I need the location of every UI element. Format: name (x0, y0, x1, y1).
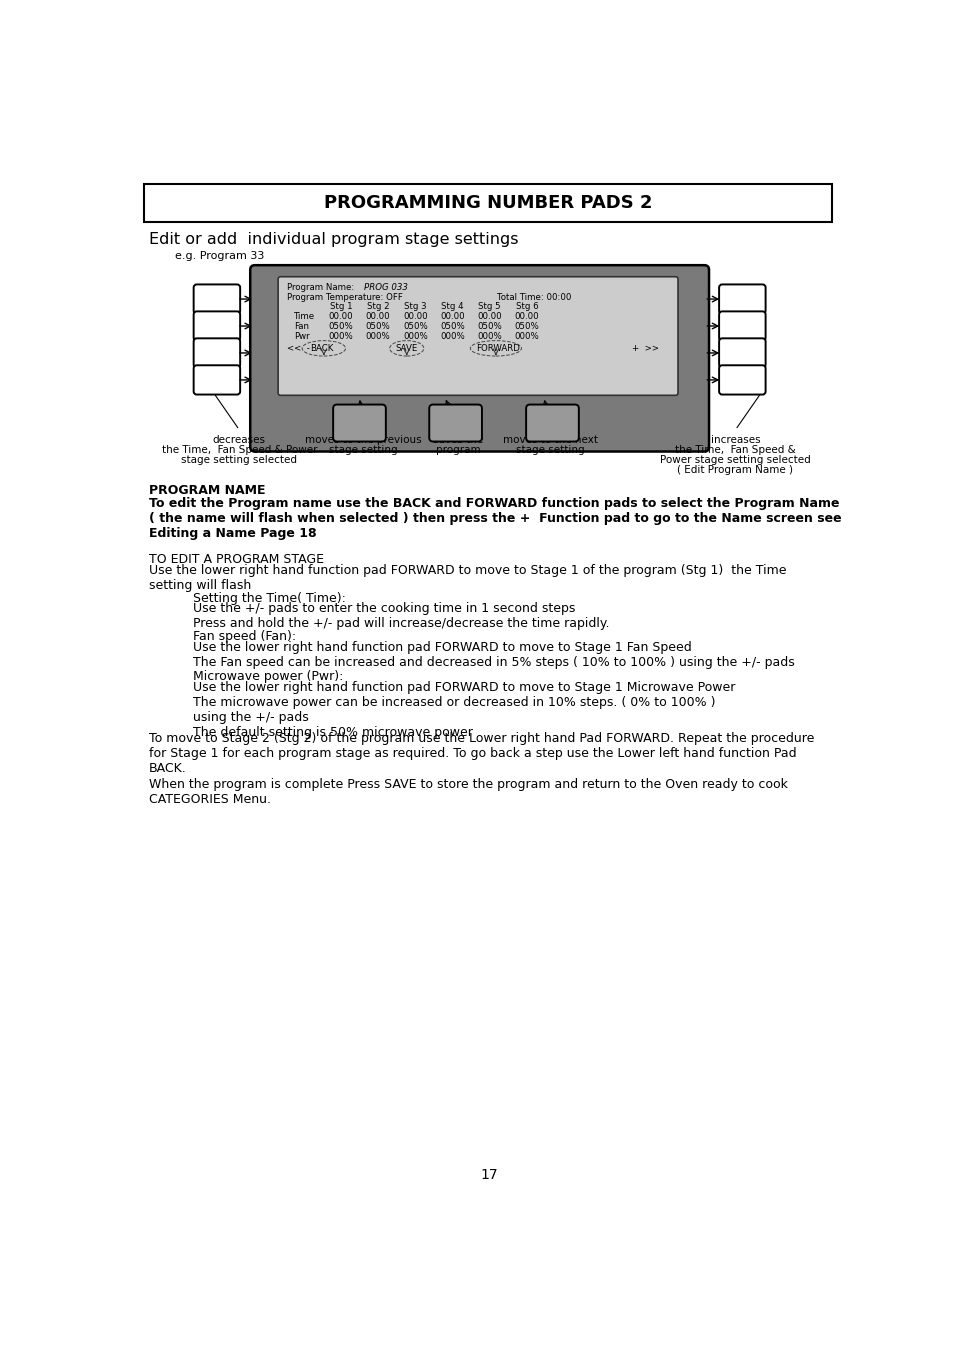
Text: TO EDIT A PROGRAM STAGE: TO EDIT A PROGRAM STAGE (149, 554, 323, 566)
Text: decreases: decreases (213, 435, 266, 446)
Text: 00.00: 00.00 (514, 312, 538, 321)
Text: Microwave power (Pwr):: Microwave power (Pwr): (193, 670, 343, 683)
FancyBboxPatch shape (193, 366, 240, 394)
FancyBboxPatch shape (719, 285, 765, 313)
Text: Use the lower right hand function pad FORWARD to move to Stage 1 of the program : Use the lower right hand function pad FO… (149, 564, 785, 591)
Text: ( Edit Program Name ): ( Edit Program Name ) (677, 466, 793, 475)
Text: 050%: 050% (476, 323, 501, 331)
Text: 000%: 000% (439, 332, 464, 342)
FancyBboxPatch shape (719, 339, 765, 367)
Text: Pwr: Pwr (294, 332, 310, 342)
Text: Use the lower right hand function pad FORWARD to move to Stage 1 Fan Speed
The F: Use the lower right hand function pad FO… (193, 641, 794, 670)
Text: Stg 1: Stg 1 (329, 302, 352, 312)
Text: 00.00: 00.00 (365, 312, 390, 321)
Text: When the program is complete Press SAVE to store the program and return to the O: When the program is complete Press SAVE … (149, 778, 787, 806)
FancyBboxPatch shape (193, 339, 240, 367)
Text: Stg 5: Stg 5 (477, 302, 500, 312)
FancyBboxPatch shape (719, 312, 765, 340)
FancyBboxPatch shape (719, 366, 765, 394)
Text: 000%: 000% (365, 332, 390, 342)
Bar (144, 184, 831, 221)
Text: Time: Time (294, 312, 315, 321)
FancyBboxPatch shape (278, 277, 678, 396)
Text: Use the +/- pads to enter the cooking time in 1 second steps
Press and hold the : Use the +/- pads to enter the cooking ti… (193, 602, 609, 630)
Text: Stg 6: Stg 6 (515, 302, 537, 312)
Text: BACK: BACK (310, 344, 333, 352)
Text: 17: 17 (479, 1168, 497, 1183)
Text: PROGRAMMING NUMBER PADS 2: PROGRAMMING NUMBER PADS 2 (324, 194, 652, 212)
Text: e.g. Program 33: e.g. Program 33 (174, 251, 264, 261)
Text: PROG 033: PROG 033 (364, 284, 408, 292)
Text: <<  -: << - (286, 344, 309, 352)
Text: To move to Stage 2 (Stg 2) of the program use the Lower right hand Pad FORWARD. : To move to Stage 2 (Stg 2) of the progra… (149, 732, 813, 775)
Text: 050%: 050% (328, 323, 353, 331)
Text: Edit or add  individual program stage settings: Edit or add individual program stage set… (149, 231, 517, 247)
Text: 00.00: 00.00 (476, 312, 501, 321)
Text: Stg 3: Stg 3 (403, 302, 426, 312)
Text: saves the: saves the (433, 435, 482, 446)
FancyBboxPatch shape (525, 405, 578, 441)
Text: program: program (436, 446, 479, 455)
Text: Power stage setting selected: Power stage setting selected (659, 455, 810, 466)
FancyBboxPatch shape (250, 265, 708, 451)
Text: Stg 4: Stg 4 (440, 302, 463, 312)
Text: Program Name:: Program Name: (286, 284, 354, 292)
Text: 000%: 000% (514, 332, 538, 342)
FancyBboxPatch shape (193, 312, 240, 340)
Text: moves to the next: moves to the next (502, 435, 597, 446)
Text: PROGRAM NAME: PROGRAM NAME (149, 483, 265, 497)
Text: the Time,  Fan Speed & Power: the Time, Fan Speed & Power (161, 446, 316, 455)
Text: stage setting: stage setting (516, 446, 584, 455)
Text: 000%: 000% (476, 332, 501, 342)
Text: SAVE: SAVE (395, 344, 417, 352)
Text: 050%: 050% (514, 323, 538, 331)
Text: To edit the Program name use the BACK and FORWARD function pads to select the Pr: To edit the Program name use the BACK an… (149, 497, 841, 540)
Text: stage setting: stage setting (329, 446, 397, 455)
Text: 000%: 000% (402, 332, 427, 342)
FancyBboxPatch shape (429, 405, 481, 441)
Text: moves to the previous: moves to the previous (305, 435, 421, 446)
Text: 00.00: 00.00 (439, 312, 464, 321)
Text: FORWARD: FORWARD (476, 344, 519, 352)
Text: +  >>: + >> (631, 344, 658, 352)
Text: 050%: 050% (402, 323, 427, 331)
Text: 00.00: 00.00 (402, 312, 427, 321)
Text: Use the lower right hand function pad FORWARD to move to Stage 1 Microwave Power: Use the lower right hand function pad FO… (193, 680, 735, 738)
Text: Setting the Time( Time):: Setting the Time( Time): (193, 591, 345, 605)
Text: 000%: 000% (328, 332, 353, 342)
Text: increases: increases (710, 435, 760, 446)
FancyBboxPatch shape (193, 285, 240, 313)
Text: 050%: 050% (439, 323, 464, 331)
Text: Total Time: 00:00: Total Time: 00:00 (497, 293, 571, 302)
Text: Stg 2: Stg 2 (366, 302, 389, 312)
Text: Fan: Fan (294, 323, 309, 331)
Text: 050%: 050% (365, 323, 390, 331)
FancyBboxPatch shape (333, 405, 385, 441)
Text: Fan speed (Fan):: Fan speed (Fan): (193, 630, 295, 643)
Text: Program Temperature: OFF: Program Temperature: OFF (286, 293, 402, 302)
Text: stage setting selected: stage setting selected (181, 455, 297, 466)
Text: the Time,  Fan Speed &: the Time, Fan Speed & (675, 446, 795, 455)
Text: 00.00: 00.00 (328, 312, 353, 321)
